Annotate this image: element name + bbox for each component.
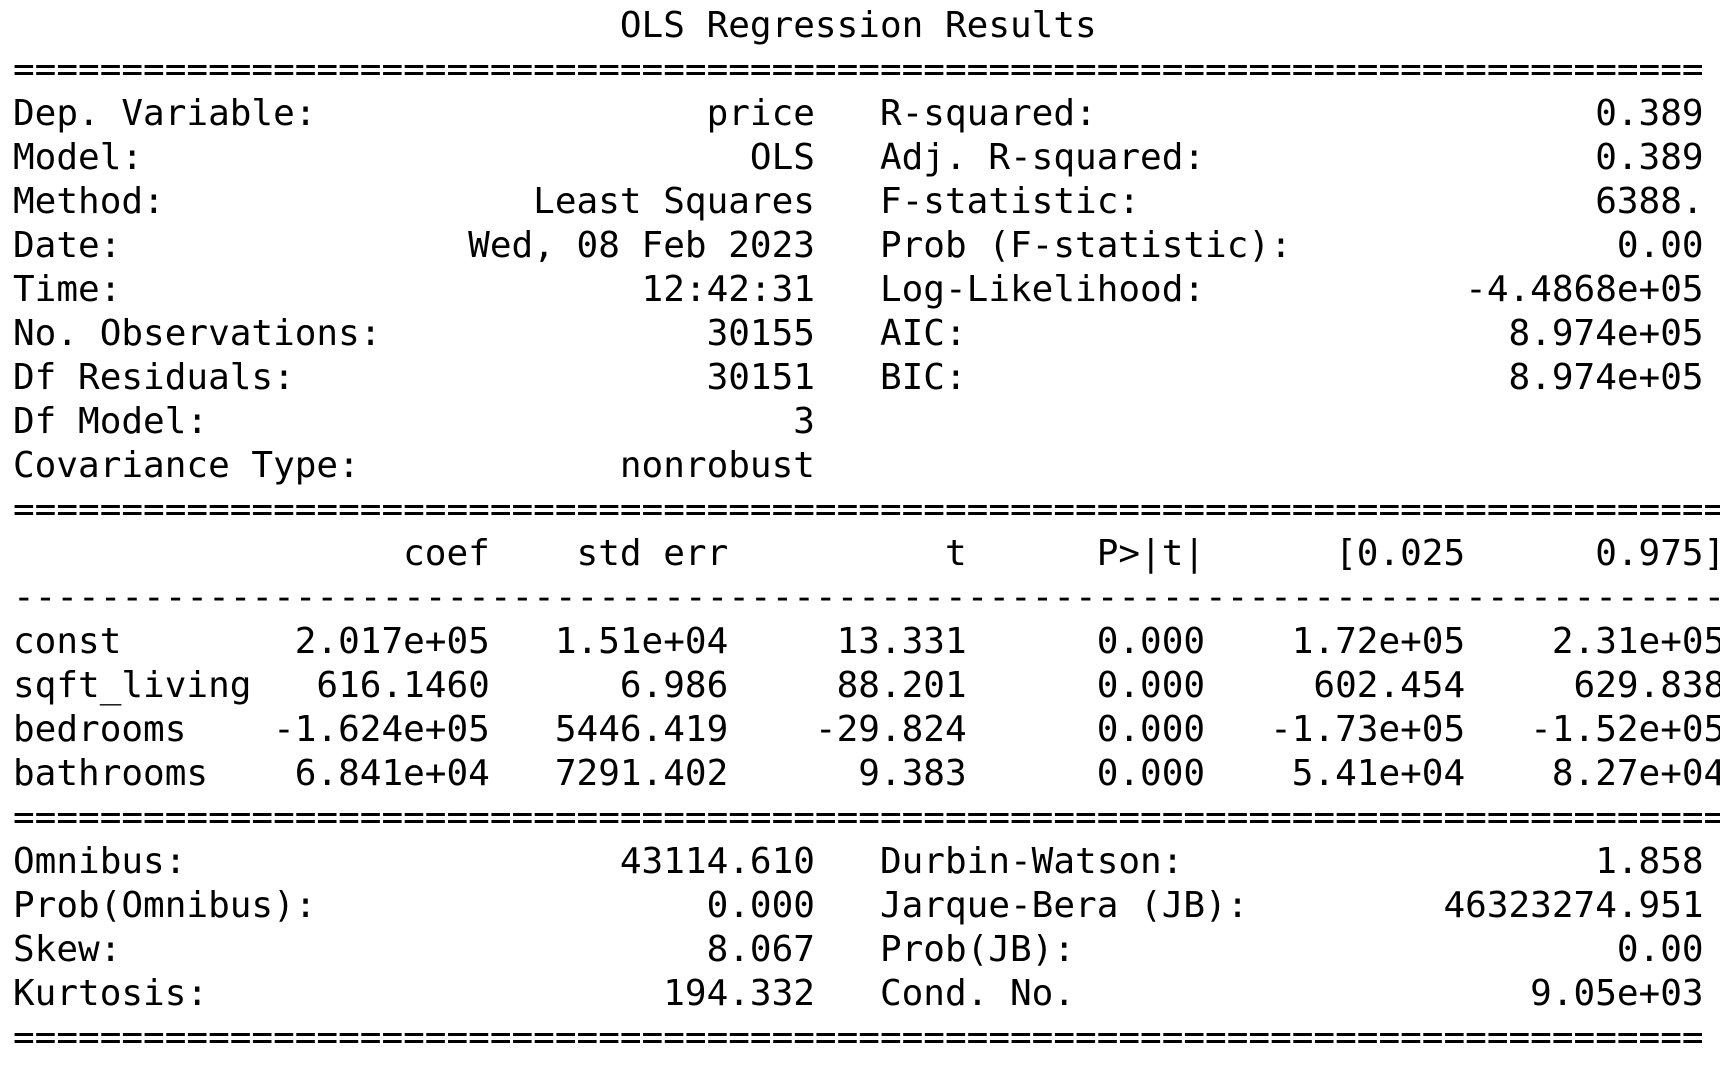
summary-row: Dep. Variable: price R-squared: 0.389	[13, 93, 1704, 134]
report-title: OLS Regression Results	[13, 5, 1704, 46]
diagnostics-row: Omnibus: 43114.610 Durbin-Watson: 1.858	[13, 841, 1704, 882]
coef-table-row: const 2.017e+05 1.51e+04 13.331 0.000 1.…	[13, 621, 1720, 662]
coef-table-header: coef std err t P>|t| [0.025 0.975]	[13, 533, 1720, 574]
summary-row: No. Observations: 30155 AIC: 8.974e+05	[13, 313, 1704, 354]
single-separator: ----------------------------------------…	[13, 577, 1720, 618]
summary-row: Time: 12:42:31 Log-Likelihood: -4.4868e+…	[13, 269, 1704, 310]
summary-row: Df Model: 3	[13, 401, 815, 442]
summary-row: Method: Least Squares F-statistic: 6388.	[13, 181, 1704, 222]
double-separator: ========================================…	[13, 797, 1720, 838]
coef-table-row: bathrooms 6.841e+04 7291.402 9.383 0.000…	[13, 753, 1720, 794]
diagnostics-row: Kurtosis: 194.332 Cond. No. 9.05e+03	[13, 973, 1704, 1014]
summary-row: Covariance Type: nonrobust	[13, 445, 815, 486]
diagnostics-row: Skew: 8.067 Prob(JB): 0.00	[13, 929, 1704, 970]
diagnostics-row: Prob(Omnibus): 0.000 Jarque-Bera (JB): 4…	[13, 885, 1704, 926]
summary-row: Date: Wed, 08 Feb 2023 Prob (F-statistic…	[13, 225, 1704, 266]
coef-table-row: sqft_living 616.1460 6.986 88.201 0.000 …	[13, 665, 1720, 706]
double-separator: ========================================…	[13, 489, 1720, 530]
summary-row: Df Residuals: 30151 BIC: 8.974e+05	[13, 357, 1704, 398]
double-separator: ========================================…	[13, 49, 1704, 90]
double-separator: ========================================…	[13, 1017, 1704, 1058]
coef-table-row: bedrooms -1.624e+05 5446.419 -29.824 0.0…	[13, 709, 1720, 750]
summary-row: Model: OLS Adj. R-squared: 0.389	[13, 137, 1704, 178]
